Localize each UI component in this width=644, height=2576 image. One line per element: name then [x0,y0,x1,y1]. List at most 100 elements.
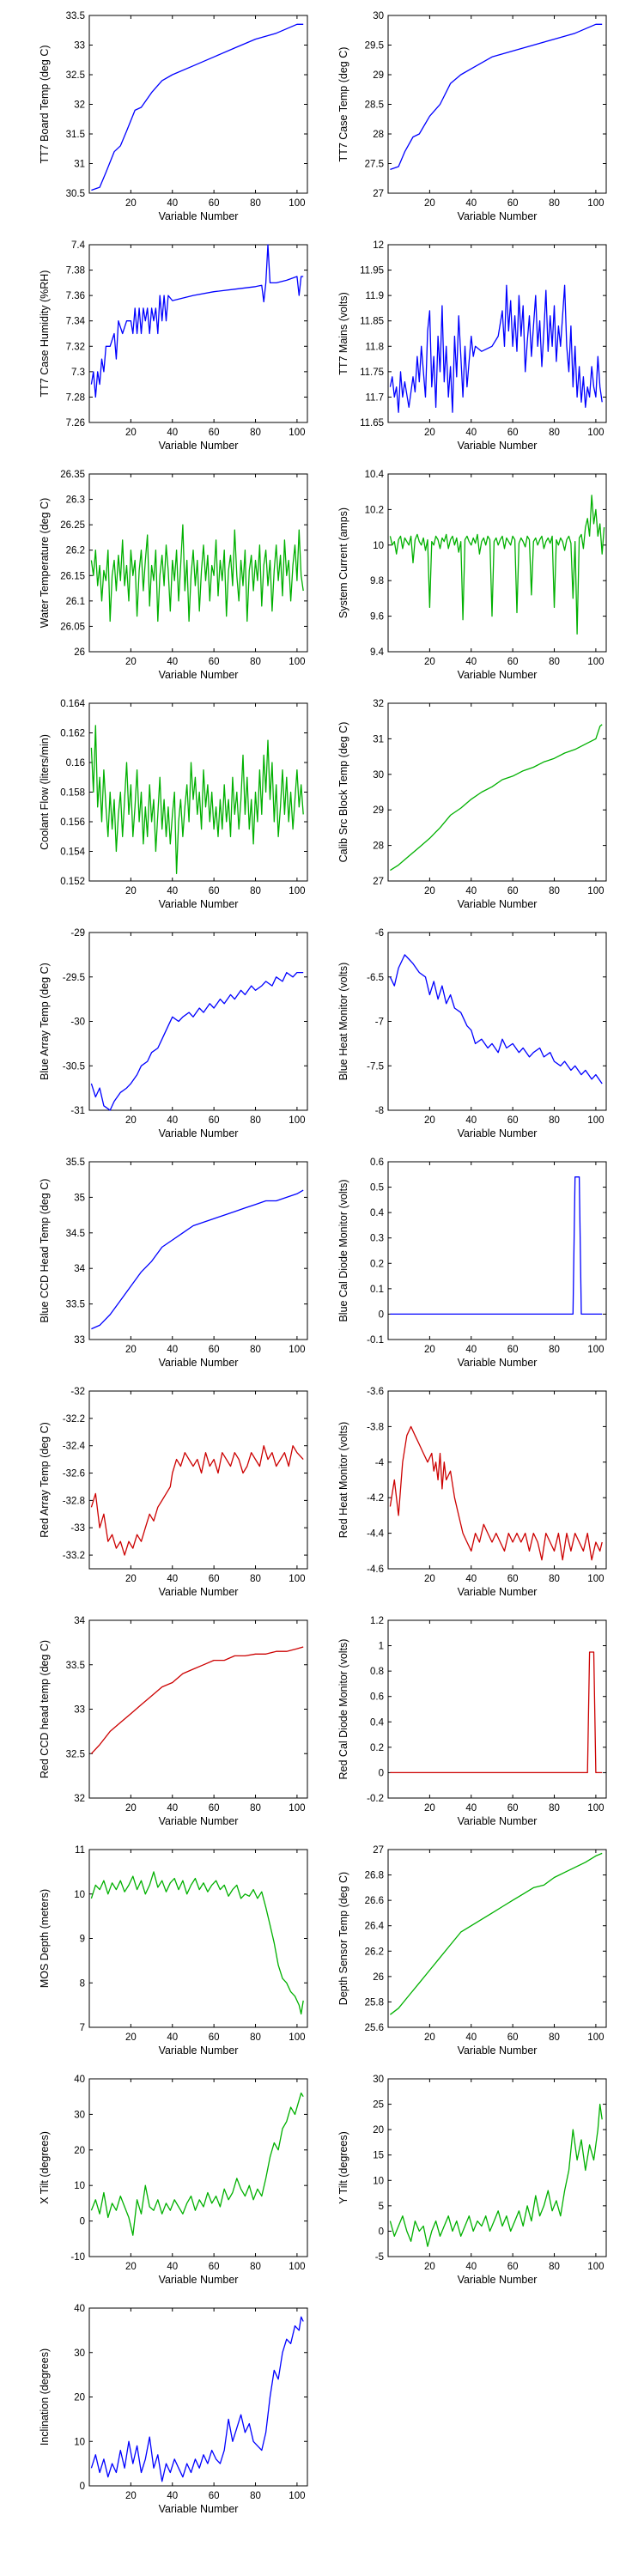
x-tick-label: 60 [507,1115,519,1126]
y-tick-label: 33 [74,41,85,52]
y-tick-label: 11.65 [360,418,384,428]
y-tick-label: 10 [373,541,384,551]
y-tick-label: 29 [373,805,384,816]
y-tick-label: 7.4 [71,240,86,251]
x-tick-label: 100 [289,657,305,667]
chart-panel-13: 20 40 60 80 100 -33.2 -33 -32.8 -32.6 -32.4 -32.2 -… [39,1387,308,1598]
plot-frame [88,1619,308,1799]
plot-frame [88,2307,308,2487]
x-tick-label: 20 [125,657,137,667]
y-tick-label: 1.2 [370,1616,384,1626]
y-tick-label: 28 [373,130,384,140]
x-tick-label: 20 [424,2262,435,2272]
x-tick-label: 100 [587,657,604,667]
y-tick-label: 26.1 [66,597,85,607]
x-axis-label: Variable Number [159,1815,239,1827]
y-tick-label: 26.8 [365,1871,384,1881]
y-tick-label: 0.156 [60,817,85,828]
y-tick-label: 25.6 [365,2023,384,2033]
series-line [91,1189,304,1330]
y-tick-label: -30 [70,1018,85,1028]
y-axis-label: Calib Src Block Temp (deg C) [337,722,349,863]
x-tick-label: 60 [209,428,220,438]
x-tick-label: 40 [465,1345,477,1355]
y-tick-label: 11.8 [365,342,384,352]
y-tick-label: 9 [80,1935,85,1945]
x-tick-label: 40 [465,198,477,209]
plot-frame [387,15,607,194]
y-tick-label: 10 [373,2176,384,2186]
x-tick-label: 80 [250,1574,261,1584]
y-axis-label: Red CCD head temp (deg C) [39,1640,51,1778]
chart-panel-8: 20 40 60 80 100 27 28 29 30 31 32 Variable Number Ca… [337,699,607,910]
x-tick-label: 80 [250,886,261,896]
x-tick-label: 20 [125,2032,137,2043]
chart-panel-9: 20 40 60 80 100 -31 -30.5 -30 -29.5 -29 Variable N… [39,928,308,1139]
x-tick-label: 20 [125,1803,137,1814]
y-tick-label: 35.5 [66,1157,85,1168]
x-tick-label: 60 [507,198,519,209]
x-tick-label: 40 [167,2262,178,2272]
x-tick-label: 80 [250,1115,261,1126]
x-tick-label: 40 [167,198,178,209]
series-line [90,725,304,875]
y-tick-label: -3.6 [367,1387,384,1397]
y-tick-label: 20 [74,2146,85,2156]
x-tick-label: 80 [250,2032,261,2043]
y-tick-label: 7.28 [66,392,85,403]
x-tick-label: 60 [209,886,220,896]
chart-panel-10: 20 40 60 80 100 -8 -7.5 -7 -6.5 -6 Variable Number… [337,928,607,1139]
y-axis-label: Depth Sensor Temp (deg C) [337,1872,349,2005]
plot-frame [88,702,308,882]
x-tick-label: 100 [289,2032,305,2043]
x-tick-label: 40 [167,1115,178,1126]
chart-panel-11: 20 40 60 80 100 33 33.5 34 34.5 35 35.5 Variable Nu… [39,1157,308,1369]
y-tick-label: 0 [80,2482,85,2492]
y-tick-label: 30 [74,2110,85,2120]
series-line [90,244,304,398]
plot-frame [387,473,607,653]
y-tick-label: -10 [70,2252,85,2263]
plot-frame [88,1161,308,1340]
x-axis-label: Variable Number [159,2503,239,2515]
y-tick-label: 0.5 [370,1183,384,1194]
x-tick-label: 100 [587,1115,604,1126]
y-tick-label: -7 [375,1018,384,1028]
x-tick-label: 20 [125,428,137,438]
y-tick-label: 10 [74,2181,85,2191]
y-tick-label: 7.36 [66,291,85,301]
y-tick-label: 26.3 [66,495,85,506]
x-tick-label: 100 [289,1115,305,1126]
y-tick-label: 28.5 [365,100,384,111]
x-tick-label: 40 [167,1345,178,1355]
y-axis-label: Blue Heat Monitor (volts) [337,963,349,1081]
x-tick-label: 20 [424,886,435,896]
x-tick-label: 100 [289,2262,305,2272]
series-line [389,2103,603,2247]
y-axis-label: Inclination (degrees) [39,2348,51,2445]
y-tick-label: 11.7 [365,392,384,403]
y-tick-label: 11.9 [365,291,384,301]
x-tick-label: 40 [465,1574,477,1584]
y-tick-label: 32 [373,699,384,709]
plot-frame [387,2078,607,2257]
y-axis-label: Blue Array Temp (deg C) [39,963,51,1080]
x-tick-label: 40 [167,1574,178,1584]
y-tick-label: 10 [74,1890,85,1900]
y-tick-label: 31.5 [66,130,85,140]
x-tick-label: 60 [209,657,220,667]
x-tick-label: 40 [465,428,477,438]
plot-frame [387,1390,607,1570]
series-line [389,284,603,413]
y-axis-label: MOS Depth (meters) [39,1889,51,1988]
y-tick-label: 7.26 [66,418,85,428]
y-tick-label: 30 [373,770,384,781]
x-axis-label: Variable Number [159,1127,239,1139]
x-tick-label: 60 [209,2262,220,2272]
x-tick-label: 60 [209,1115,220,1126]
y-tick-label: -4.4 [367,1529,384,1540]
chart-panel-16: 20 40 60 80 100 -0.2 0 0.2 0.4 0.6 0.8 1 1.2 Variable… [337,1616,607,1827]
x-axis-label: Variable Number [458,2274,538,2286]
plot-frame [387,702,607,882]
y-tick-label: 1 [379,1642,384,1652]
